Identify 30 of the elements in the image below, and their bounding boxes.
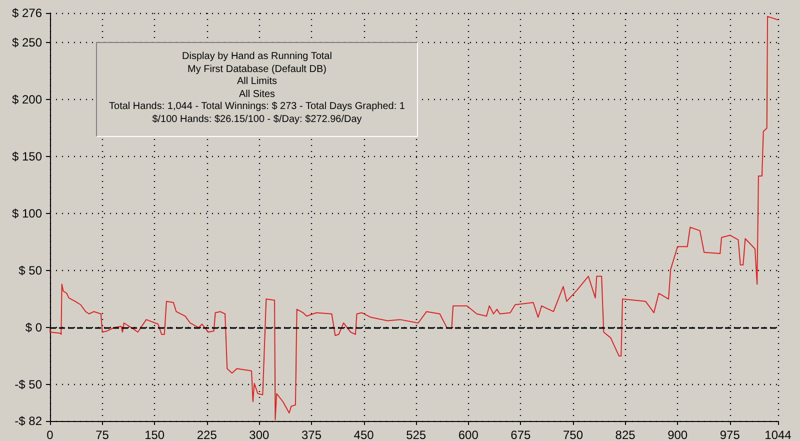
x-tick-label: 375 [301,428,322,441]
y-tick-label: $ 276 [12,6,42,20]
y-tick-label: $ 250 [12,36,42,50]
x-tick-label: 600 [458,428,479,441]
annotation: All Sites [238,88,276,101]
annotation: My First Database (Default DB) [186,64,328,76]
x-tick-label: 150 [144,428,165,441]
y-tick-label: $ 50 [18,264,42,278]
annotation: Display by Hand as Running Total [181,51,333,64]
y-tick-label: $ 200 [12,92,42,107]
annotation: All Limits [236,76,278,88]
x-tick-label: 750 [562,428,584,441]
x-tick-label: 450 [354,428,374,441]
y-tick-label: $ 0 [25,320,42,335]
y-tick-label: $ 150 [12,150,42,164]
annotation: $/100 Hands: $26.15/100 - $/Day: $272.96/Day [151,114,363,126]
x-tick-label: 525 [406,428,426,441]
y-tick-label: -$ 50 [14,378,42,392]
x-tick-label: 225 [196,428,218,441]
x-tick-label: 1044 [764,428,792,441]
x-tick-label: 0 [46,428,54,441]
x-tick-label: 825 [615,428,636,441]
x-tick-label: 75 [96,428,110,441]
annotation: Total Hands: 1,044 - Total Winnings: $ 273 - Total Days Graphed: 1 [108,101,406,114]
x-tick-label: 900 [668,428,688,441]
y-tick-label: $ 100 [12,206,42,221]
y-tick-label: -$ 82 [14,414,42,428]
x-tick-label: 300 [249,428,270,441]
x-tick-label: 975 [720,428,740,441]
x-tick-label: 675 [510,428,532,441]
